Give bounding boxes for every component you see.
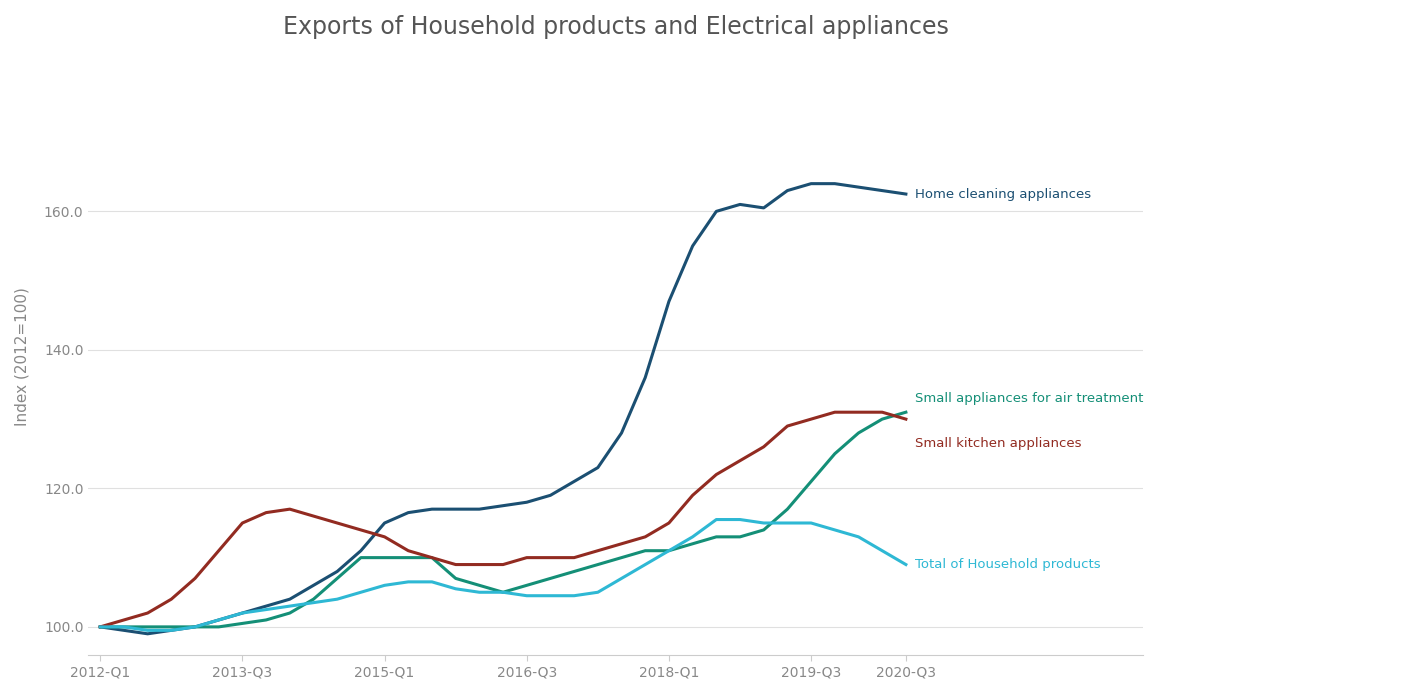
Text: Total of Household products: Total of Household products [915,558,1101,571]
Title: Exports of Household products and Electrical appliances: Exports of Household products and Electr… [282,15,949,39]
Text: Small appliances for air treatment: Small appliances for air treatment [915,392,1144,405]
Y-axis label: Index (2012=100): Index (2012=100) [16,287,30,426]
Text: Home cleaning appliances: Home cleaning appliances [915,187,1091,201]
Text: Small kitchen appliances: Small kitchen appliances [915,437,1082,450]
